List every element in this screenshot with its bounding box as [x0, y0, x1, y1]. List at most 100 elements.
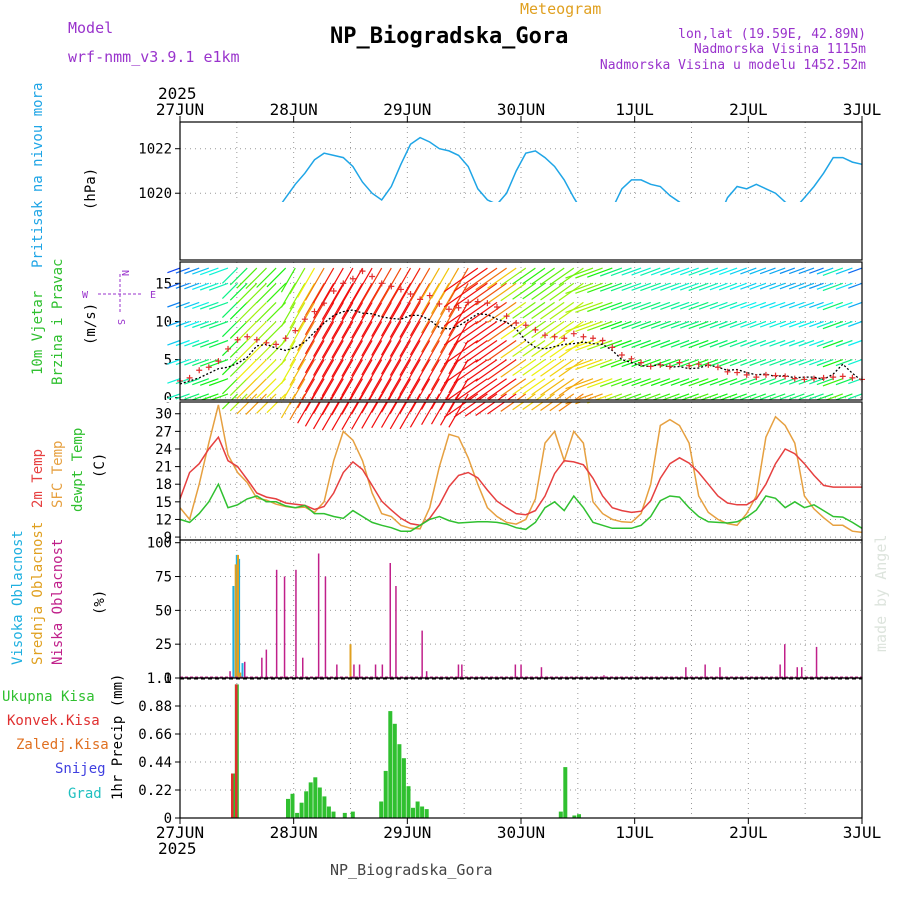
wind-arrow [464, 267, 498, 291]
precip-total-bar [388, 711, 393, 818]
wind-arrow [280, 267, 296, 293]
temp-unit: (C) [92, 453, 108, 478]
precip-total-bar [322, 796, 327, 818]
wind-arrow [809, 320, 824, 328]
wind-arrow [660, 378, 680, 387]
precip-total-bar [392, 723, 397, 818]
wind-arrow [289, 393, 306, 421]
gust-marker [225, 345, 232, 352]
precip-total-bar [383, 770, 388, 818]
wind-arrow [221, 321, 239, 338]
wind-arrow [729, 359, 747, 367]
wind-arrow [341, 378, 364, 415]
wind-arrow [650, 378, 671, 387]
wind-arrow [221, 340, 239, 357]
precip-total-bar [286, 798, 290, 818]
wind-arrow [304, 267, 325, 301]
wind-arrow [718, 393, 738, 401]
wind-arrow [759, 301, 776, 309]
wind-arrow [779, 378, 796, 385]
wind-arrow [175, 339, 190, 347]
wind-arrow [688, 378, 709, 387]
wind-arrows [167, 267, 863, 431]
wind-arrow [380, 321, 402, 356]
wind-arrow [409, 267, 431, 302]
wind-arrow [599, 320, 623, 330]
cloud-low-bar [779, 664, 781, 678]
wind-arrow [184, 320, 200, 328]
wind-arrow [304, 378, 325, 412]
wind-arrow [749, 282, 767, 290]
wind-arrow [512, 321, 536, 338]
wind-arrow [297, 378, 316, 409]
wind-arrow [167, 301, 181, 308]
wind-arrow [500, 301, 527, 321]
wind-arrow [312, 267, 335, 304]
wind-arrow [380, 283, 402, 318]
wind-arrow [698, 267, 719, 276]
wind-arrow [660, 282, 680, 291]
wind-arrow [698, 339, 719, 348]
wind-arrow [245, 267, 267, 290]
wind-arrow [500, 359, 527, 378]
wind-arrow [759, 339, 776, 347]
precip-total-bar [317, 787, 322, 818]
wind-arrow [487, 378, 517, 400]
wind-arrow [280, 378, 296, 404]
wind-arrow [192, 301, 210, 309]
wind-arrow [587, 282, 613, 293]
wind-arrow [835, 378, 853, 386]
wind-arrow [280, 321, 296, 346]
y-tick-label: 12 [155, 512, 172, 528]
wind-arrow [380, 302, 402, 337]
wind-arrow [453, 359, 488, 384]
wind-arrow [421, 359, 440, 391]
cloud-mid-bar [349, 644, 352, 678]
wind-arrow [208, 378, 229, 387]
cloud-low-bar [461, 664, 463, 678]
wind-arrow [565, 267, 594, 279]
wind-arrow [779, 393, 796, 400]
wind-arrow [439, 340, 460, 373]
wind-arrow [256, 393, 277, 414]
wind-arrow [531, 267, 555, 285]
wind-arrow [199, 301, 219, 310]
wind-arrow [208, 320, 229, 329]
cloud-low-bar [381, 664, 384, 678]
wind-arrow [229, 267, 248, 286]
wind-arrow [199, 378, 219, 386]
wind-arrow [443, 340, 479, 365]
wind-arrow [788, 359, 805, 366]
x-tick-label-bottom: 3JUL [843, 823, 882, 842]
wind-arrow [558, 301, 584, 321]
wind-arrow [464, 393, 498, 417]
wind-arrow [341, 340, 364, 377]
wind-arrow [709, 267, 728, 276]
wind-arrow [361, 340, 383, 376]
wind-arrow [798, 267, 815, 275]
wind-arrow [321, 359, 344, 397]
cloud-low-bar [395, 586, 397, 678]
cloud-low-bar [302, 657, 304, 678]
y-tick-label: 100 [147, 536, 172, 552]
wind-arrow [798, 393, 815, 400]
wind-arrow [610, 359, 632, 368]
gust-marker [628, 355, 635, 362]
wind-arrow [670, 320, 690, 329]
wind-arrow [575, 320, 603, 332]
cloud-low-bar [295, 569, 297, 678]
wind-arrow [192, 339, 210, 348]
wind-arrow [341, 393, 364, 430]
wind-arrow [199, 339, 219, 348]
wind-arrow [587, 320, 613, 332]
gust-marker [417, 296, 424, 303]
wind-arrow [487, 267, 517, 289]
wind-arrow [621, 320, 642, 330]
wind-arrow [759, 267, 776, 275]
wind-arrow [698, 301, 719, 310]
wind-arrow [640, 378, 661, 387]
gust-marker [330, 287, 337, 294]
x-tick-label-top: 1JUL [615, 100, 654, 119]
wind-arrow [512, 340, 536, 357]
wind-arrow [371, 302, 392, 337]
